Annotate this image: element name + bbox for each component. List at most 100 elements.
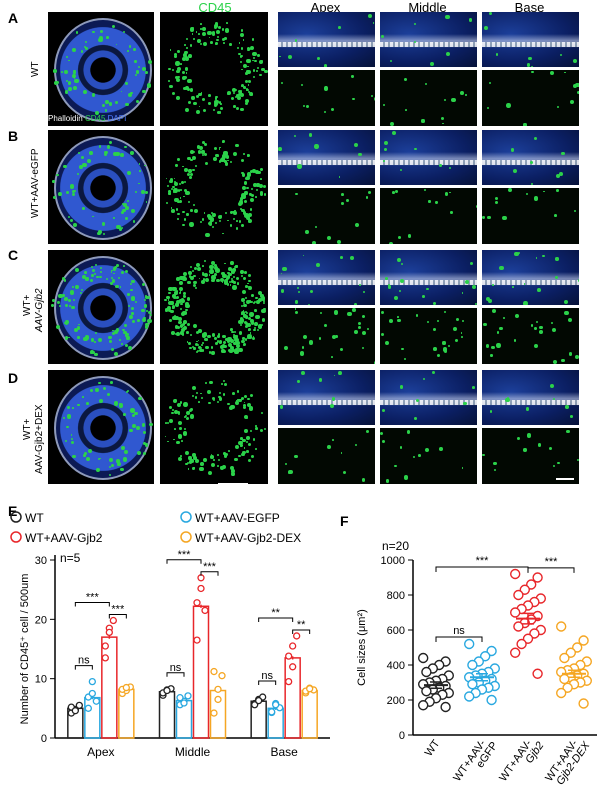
- stained-cell: [109, 457, 114, 463]
- stained-cell: [83, 89, 88, 94]
- stained-cell: [250, 454, 254, 459]
- legend-marker: [10, 511, 22, 523]
- stained-cell: [552, 464, 555, 467]
- stained-cell: [389, 60, 392, 63]
- stained-cell: [189, 266, 192, 268]
- data-point: [293, 632, 301, 640]
- stained-cell: [569, 415, 573, 419]
- stained-cell: [177, 200, 180, 204]
- stained-cell: [260, 178, 262, 180]
- stained-cell: [531, 70, 534, 74]
- stained-cell: [168, 287, 173, 292]
- stained-cell: [102, 103, 106, 107]
- stained-cell: [244, 296, 248, 300]
- stained-cell: [239, 91, 242, 95]
- stained-cell: [189, 222, 194, 227]
- stained-cell: [422, 294, 425, 298]
- stained-cell: [252, 301, 255, 304]
- bar-chart-cd45-count: WT WT+AAV-EGFP WT+AAV-Gjb2 WT+AAV-Gjb2-DEX n…: [10, 511, 330, 759]
- stained-cell: [433, 347, 437, 351]
- stained-cell: [174, 428, 176, 430]
- stained-cell: [217, 335, 221, 338]
- stained-cell: [138, 396, 142, 401]
- stained-cell: [361, 330, 366, 335]
- stained-cell: [103, 152, 108, 157]
- stained-cell: [248, 406, 254, 411]
- stained-cell: [449, 211, 453, 214]
- stained-cell: [203, 458, 207, 462]
- stained-cell: [228, 280, 232, 283]
- stained-cell: [127, 345, 132, 350]
- stained-cell: [220, 344, 225, 350]
- stained-cell: [180, 63, 182, 65]
- data-point: [109, 616, 117, 625]
- stained-cell: [201, 153, 205, 157]
- stained-cell: [218, 397, 223, 401]
- stained-cell: [223, 41, 226, 44]
- stained-cell: [70, 219, 74, 223]
- stained-cell: [58, 294, 63, 299]
- stained-cell: [338, 176, 341, 178]
- data-point: [513, 589, 524, 601]
- stained-cell: [418, 454, 421, 458]
- stained-cell: [301, 346, 304, 349]
- stained-cell: [258, 290, 263, 295]
- stained-cell: [176, 331, 181, 336]
- stained-cell: [256, 328, 259, 331]
- stained-cell: [181, 312, 186, 317]
- stained-cell: [188, 275, 192, 278]
- stained-cell: [209, 41, 213, 45]
- significance-label: ns: [453, 625, 465, 637]
- stained-cell: [221, 154, 227, 159]
- stained-cell: [131, 295, 136, 300]
- stained-cell: [495, 53, 499, 56]
- stained-cell: [443, 310, 446, 313]
- stained-cell: [485, 344, 490, 348]
- stained-cell: [298, 290, 301, 293]
- stained-cell: [145, 201, 148, 204]
- stained-cell: [213, 214, 215, 217]
- stained-cell: [243, 406, 247, 410]
- stained-cell: [178, 321, 182, 325]
- stained-cell: [243, 276, 247, 281]
- stained-cell: [105, 100, 109, 105]
- stained-cell: [260, 294, 264, 298]
- stained-cell: [192, 453, 196, 457]
- stained-cell: [185, 56, 190, 61]
- data-point: [214, 695, 222, 704]
- data-point: [163, 686, 171, 695]
- stained-cell: [246, 336, 249, 340]
- stained-cell: [185, 190, 190, 195]
- stained-cell: [252, 183, 257, 188]
- stained-cell: [172, 186, 175, 189]
- stained-cell: [426, 287, 429, 290]
- stained-cell: [98, 145, 102, 148]
- stained-cell: [174, 325, 178, 329]
- stained-cell: [233, 341, 237, 345]
- stained-cell: [200, 329, 203, 332]
- bar: [301, 689, 318, 739]
- stained-cell: [236, 390, 240, 393]
- stained-cell: [488, 82, 491, 85]
- stained-cell: [114, 100, 118, 105]
- stained-cell: [371, 94, 374, 97]
- stained-cell: [85, 277, 89, 281]
- stained-cell: [242, 337, 245, 340]
- stained-cell: [243, 199, 248, 204]
- stained-cell: [223, 151, 228, 156]
- stained-cell: [236, 347, 239, 350]
- stained-cell: [99, 266, 103, 270]
- stained-cell: [227, 272, 230, 275]
- stained-cell: [95, 275, 99, 279]
- stained-cell: [74, 189, 77, 192]
- stained-cell: [213, 264, 217, 267]
- stained-cell: [423, 189, 426, 192]
- stained-cell: [248, 285, 253, 290]
- stained-cell: [126, 337, 130, 340]
- stained-cell: [219, 158, 225, 163]
- stained-cell: [510, 147, 515, 152]
- data-point: [509, 568, 521, 580]
- stained-cell: [77, 336, 80, 339]
- stained-cell: [204, 273, 209, 278]
- stained-cell: [209, 269, 214, 274]
